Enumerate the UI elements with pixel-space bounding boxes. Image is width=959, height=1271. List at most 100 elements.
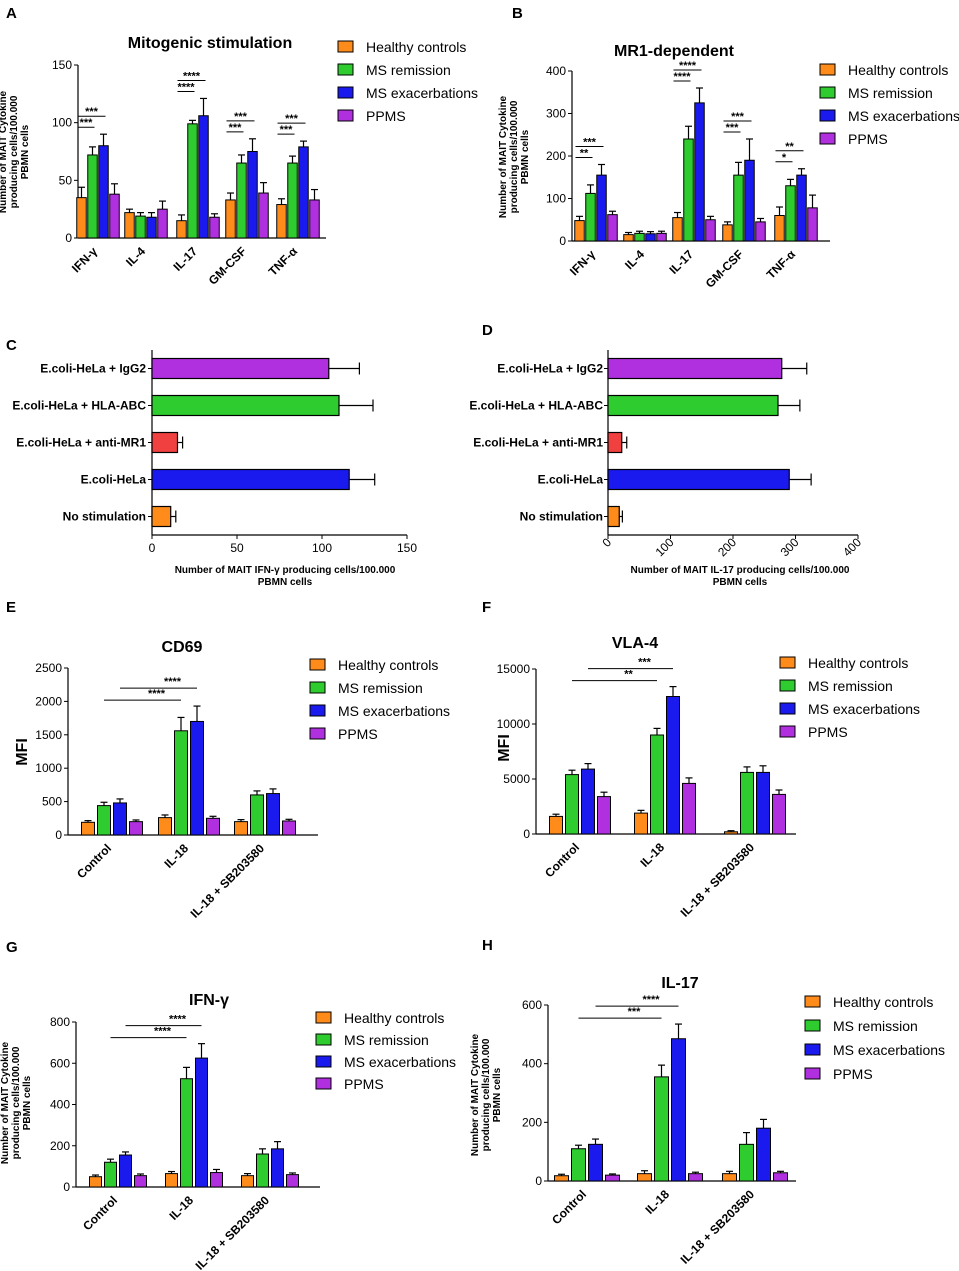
significance-label: *** — [280, 124, 294, 136]
x-tick-label: 50 — [230, 541, 244, 555]
legend-swatch — [337, 40, 354, 53]
bar — [733, 174, 744, 242]
bar — [97, 805, 111, 836]
bar — [654, 1076, 669, 1182]
bar — [574, 220, 585, 242]
y-tick-label: 0 — [55, 828, 62, 842]
category-label: E.coli-HeLa + IgG2 — [497, 362, 603, 376]
significance-label: **** — [679, 60, 697, 72]
category-label: IFN-γ — [567, 247, 598, 278]
legend-entry: MS remission — [833, 1018, 918, 1034]
legend-entry: PPMS — [848, 131, 888, 147]
category-label: E.coli-HeLa + anti-MR1 — [16, 436, 146, 450]
y-axis-label-line: MFI — [496, 734, 513, 762]
legend-entry: MS remission — [344, 1032, 429, 1048]
y-axis-label: Number of MAIT Cytokine producing cells/1… — [0, 90, 31, 213]
y-tick-label: 400 — [522, 1057, 542, 1071]
y-axis-label-line: Number of MAIT Cytokine — [498, 95, 509, 218]
bar — [554, 1175, 569, 1182]
legend-swatch — [779, 702, 796, 715]
y-tick-label: 200 — [546, 149, 566, 163]
bar — [124, 212, 135, 239]
legend-swatch — [337, 109, 354, 122]
bar — [209, 216, 220, 239]
bar — [634, 812, 648, 835]
x-tick-label: 200 — [715, 535, 739, 559]
significance-label: **** — [183, 70, 201, 82]
bar — [165, 1173, 178, 1188]
y-tick-label: 150 — [52, 58, 72, 72]
bar — [705, 219, 716, 242]
legend-swatch — [779, 656, 796, 669]
chart-title: Mitogenic stimulation — [128, 35, 292, 52]
bar — [682, 782, 696, 835]
significance-label: *** — [726, 122, 740, 134]
bar — [607, 214, 618, 242]
category-label: IFN-γ — [69, 244, 100, 275]
bar — [151, 468, 350, 491]
significance-label: *** — [731, 111, 745, 123]
bar — [258, 192, 269, 239]
significance-label: **** — [148, 688, 166, 700]
bar — [807, 207, 818, 242]
y-axis-label-line: producing cells/100.000 — [481, 1038, 492, 1151]
bar — [146, 216, 157, 239]
bar — [671, 1038, 686, 1182]
x-axis-label: PBMN cells — [258, 577, 313, 588]
legend-swatch — [315, 1077, 332, 1090]
panel-label: E — [6, 599, 16, 616]
x-tick-label: 150 — [397, 541, 417, 555]
y-axis-label-line: PBMN cells — [22, 1075, 33, 1130]
y-tick-label: 500 — [42, 795, 62, 809]
panel-f: F VLA-4 0 5000 10000 15000 MFI Control IL-18 IL-1… — [482, 599, 920, 920]
x-axis-label: PBMN cells — [713, 577, 768, 588]
bar — [129, 821, 143, 836]
bar — [607, 431, 623, 454]
panel-label: G — [6, 939, 18, 956]
legend-entry: MS remission — [338, 680, 423, 696]
legend-entry: MS remission — [848, 85, 933, 101]
bar — [298, 146, 309, 239]
legend-swatch — [804, 1067, 821, 1080]
significance-label: *** — [285, 113, 299, 125]
bar — [597, 796, 611, 835]
y-axis-label-line: Number of MAIT Cytokine — [0, 1041, 11, 1164]
x-tick-label: 400 — [840, 535, 864, 559]
y-axis-label: MFI — [496, 734, 513, 762]
legend-swatch — [337, 63, 354, 76]
legend-swatch — [309, 658, 326, 671]
category-label: TNF-α — [266, 244, 301, 279]
category-label: E.coli-HeLa + IgG2 — [40, 362, 146, 376]
legend-entry: MS exacerbations — [338, 703, 450, 719]
y-tick-label: 600 — [50, 1056, 70, 1070]
bar — [151, 431, 179, 454]
significance-label: * — [782, 152, 787, 164]
category-label: IL-18 + SB203580 — [193, 1193, 273, 1271]
bar — [722, 1173, 737, 1182]
bar — [785, 185, 796, 242]
legend-entry: MS remission — [808, 678, 893, 694]
y-axis-label: Number of MAIT Cytokine producing cells/1… — [0, 1041, 33, 1164]
chart-title: MR1-dependent — [614, 43, 735, 60]
bar — [683, 138, 694, 242]
bar — [607, 468, 790, 491]
category-label: No stimulation — [520, 510, 603, 524]
y-axis-label: Number of MAIT Cytokine producing cells/1… — [498, 95, 531, 218]
y-tick-label: 800 — [50, 1015, 70, 1029]
y-tick-label: 0 — [523, 827, 530, 841]
legend-swatch — [309, 704, 326, 717]
legend-swatch — [315, 1055, 332, 1068]
legend-swatch — [309, 727, 326, 740]
bar — [607, 505, 620, 528]
bar — [195, 1057, 208, 1188]
legend-entry: MS remission — [366, 62, 451, 78]
category-label: GM-CSF — [703, 247, 746, 290]
bar — [596, 174, 607, 242]
legend-entry: Healthy controls — [338, 657, 438, 673]
chart-title: IL-17 — [661, 975, 698, 992]
bar — [113, 802, 127, 836]
y-axis-label-line: producing cells/100.000 — [9, 95, 20, 208]
significance-label: *** — [85, 106, 99, 118]
legend-entry: PPMS — [808, 724, 848, 740]
